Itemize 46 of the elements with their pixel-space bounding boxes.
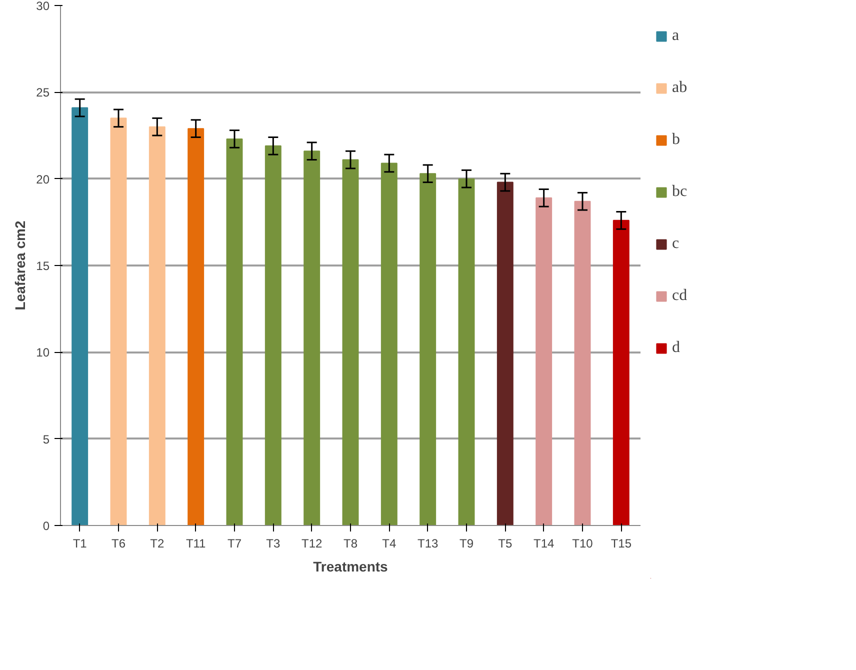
x-tick-label: T1 (72, 536, 88, 550)
y-tick-label: 25 (36, 86, 50, 100)
y-axis-title: Leafarea cm2 (12, 220, 28, 310)
bar (496, 182, 514, 526)
x-axis-title: Treatments (313, 558, 388, 574)
bar (148, 126, 166, 526)
x-tick-label: T11 (186, 536, 206, 550)
bar (188, 128, 204, 526)
x-tick-label: T15 (610, 536, 632, 550)
bar (72, 107, 88, 526)
y-tick-label: 5 (42, 432, 50, 446)
legend-label: a (672, 26, 680, 46)
x-tick-label: T14 (533, 536, 554, 550)
bar (574, 200, 591, 526)
bar (420, 173, 436, 526)
x-tick-label: T5 (498, 536, 512, 550)
legend-label: d (672, 338, 681, 358)
y-tick-label: 15 (36, 259, 50, 273)
x-tick-label: T2 (150, 536, 164, 550)
legend-label: bc (672, 182, 688, 202)
y-tick-label: 0 (42, 519, 50, 533)
x-tick-label: T13 (417, 536, 438, 550)
bar (380, 162, 398, 526)
x-tick-label: T4 (382, 536, 396, 550)
x-tick-label: T3 (266, 536, 280, 550)
x-tick-label: T12 (301, 536, 322, 550)
bar (536, 197, 552, 526)
legend-label: ab (672, 78, 688, 98)
bar (226, 138, 243, 526)
x-tick-label: T9 (460, 536, 474, 550)
legend-label: cd (672, 286, 688, 306)
bar (612, 220, 630, 526)
bar (264, 145, 282, 526)
x-tick-label: T10 (572, 536, 594, 550)
bar (458, 178, 475, 526)
bar (304, 150, 320, 526)
x-tick-label: T6 (112, 536, 126, 550)
bar (342, 159, 359, 526)
legend-label: b (672, 130, 681, 150)
x-tick-label: T7 (228, 536, 242, 550)
bar (110, 118, 127, 526)
y-tick-label: 20 (36, 172, 50, 186)
y-tick-label: 10 (36, 346, 50, 360)
legend-label: c (672, 234, 680, 254)
y-tick-label: 30 (36, 0, 50, 13)
x-tick-label: T8 (344, 536, 358, 550)
